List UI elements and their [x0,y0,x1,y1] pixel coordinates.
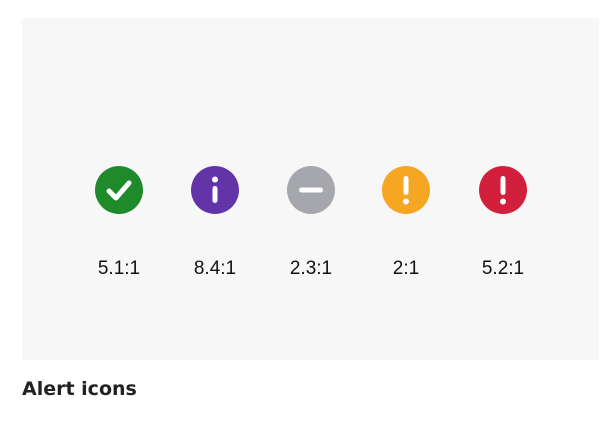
success-contrast-ratio: 5.1:1 [97,258,141,279]
warning-contrast-ratio: 2:1 [392,258,420,279]
icon-preview-panel: 5.1:1 8.4:1 2.3:1 2:1 5.2:1 [22,18,599,360]
error-icon [479,166,527,214]
caption-title: Alert icons [22,378,137,400]
success-icon [95,166,143,214]
warning-icon [382,166,430,214]
neutral-contrast-ratio: 2.3:1 [289,258,333,279]
error-contrast-ratio: 5.2:1 [481,258,525,279]
info-contrast-ratio: 8.4:1 [193,258,237,279]
info-icon [191,166,239,214]
neutral-icon [287,166,335,214]
